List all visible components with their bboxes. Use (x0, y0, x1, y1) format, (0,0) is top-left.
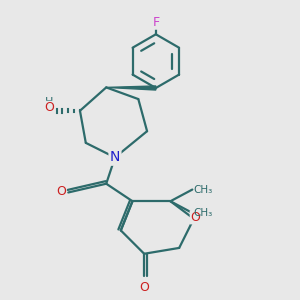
Text: F: F (152, 16, 159, 29)
Text: O: O (56, 184, 66, 197)
Text: CH₃: CH₃ (194, 208, 213, 218)
Text: H: H (45, 97, 53, 107)
Text: O: O (44, 101, 54, 114)
Polygon shape (106, 86, 156, 90)
Text: O: O (190, 211, 200, 224)
Text: O: O (139, 281, 149, 295)
Text: CH₃: CH₃ (194, 184, 213, 195)
Text: N: N (110, 151, 120, 164)
